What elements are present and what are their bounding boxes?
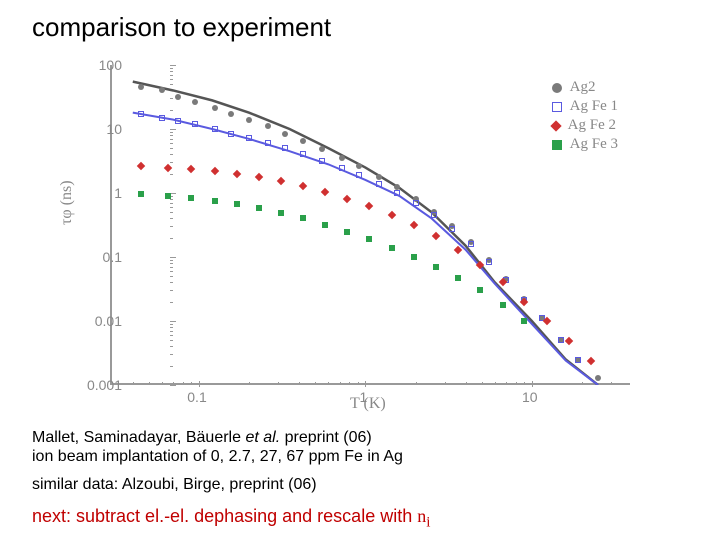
data-point bbox=[138, 191, 144, 197]
data-point bbox=[389, 245, 395, 251]
legend: Ag2 Ag Fe 1 Ag Fe 2 Ag Fe 3 bbox=[552, 79, 618, 155]
data-point bbox=[298, 181, 306, 189]
data-point bbox=[431, 212, 437, 218]
data-point bbox=[228, 131, 234, 137]
legend-item: Ag2 bbox=[552, 79, 618, 96]
data-point bbox=[477, 287, 483, 293]
data-point bbox=[234, 201, 240, 207]
caption-line-1: Mallet, Saminadayar, Bäuerle et al. prep… bbox=[32, 428, 372, 448]
data-point bbox=[188, 195, 194, 201]
data-point bbox=[486, 259, 492, 265]
data-point bbox=[321, 187, 329, 195]
data-point bbox=[319, 146, 325, 152]
data-point bbox=[376, 174, 382, 180]
data-point bbox=[233, 169, 241, 177]
data-point bbox=[543, 317, 551, 325]
data-point bbox=[356, 172, 362, 178]
ytick-label: 100 bbox=[74, 57, 122, 73]
chart-container: τφ (ns) Ag2Ag Fe 1Ag Fe 2Ag Fe 3 T (K) 0… bbox=[50, 55, 650, 415]
data-point bbox=[521, 318, 527, 324]
ytick-label: 1 bbox=[74, 185, 122, 201]
xtick-label: 0.1 bbox=[187, 389, 206, 405]
data-point bbox=[432, 232, 440, 240]
data-point bbox=[558, 337, 564, 343]
slide-title: comparison to experiment bbox=[32, 12, 331, 43]
data-point bbox=[192, 99, 198, 105]
caption-line-2: ion beam implantation of 0, 2.7, 27, 67 … bbox=[32, 447, 403, 467]
data-point bbox=[138, 84, 144, 90]
legend-item: Ag Fe 3 bbox=[552, 136, 618, 153]
data-point bbox=[175, 118, 181, 124]
ytick-label: 0.1 bbox=[74, 249, 122, 265]
data-point bbox=[476, 261, 484, 269]
data-point bbox=[413, 200, 419, 206]
data-point bbox=[449, 226, 455, 232]
data-point bbox=[300, 215, 306, 221]
data-point bbox=[282, 145, 288, 151]
ytick-label: 10 bbox=[74, 121, 122, 137]
data-point bbox=[433, 264, 439, 270]
data-point bbox=[246, 117, 252, 123]
data-point bbox=[322, 222, 328, 228]
data-point bbox=[300, 138, 306, 144]
data-point bbox=[246, 135, 252, 141]
data-point bbox=[455, 275, 461, 281]
data-point bbox=[192, 121, 198, 127]
data-point bbox=[212, 105, 218, 111]
data-point bbox=[175, 94, 181, 100]
data-point bbox=[187, 164, 195, 172]
ytick-label: 0.001 bbox=[74, 377, 122, 393]
data-point bbox=[409, 220, 417, 228]
data-point bbox=[265, 123, 271, 129]
data-point bbox=[366, 236, 372, 242]
caption-line-4: next: subtract el.-el. dephasing and res… bbox=[32, 505, 430, 532]
data-point bbox=[137, 162, 145, 170]
data-point bbox=[500, 302, 506, 308]
data-point bbox=[339, 155, 345, 161]
caption-line-3: similar data: Alzoubi, Birge, preprint (… bbox=[32, 475, 317, 495]
data-point bbox=[595, 375, 601, 381]
xtick-label: 10 bbox=[522, 389, 538, 405]
xtick-label: 1 bbox=[360, 389, 368, 405]
data-point bbox=[212, 126, 218, 132]
data-point bbox=[394, 184, 400, 190]
data-point bbox=[394, 190, 400, 196]
data-point bbox=[159, 115, 165, 121]
data-point bbox=[365, 202, 373, 210]
data-point bbox=[228, 111, 234, 117]
data-point bbox=[319, 158, 325, 164]
data-point bbox=[255, 172, 263, 180]
data-point bbox=[339, 165, 345, 171]
data-point bbox=[587, 356, 595, 364]
data-point bbox=[282, 131, 288, 137]
data-point bbox=[164, 163, 172, 171]
x-axis-label: T (K) bbox=[350, 395, 386, 413]
data-point bbox=[211, 167, 219, 175]
data-point bbox=[356, 163, 362, 169]
data-point bbox=[138, 111, 144, 117]
data-point bbox=[212, 198, 218, 204]
data-point bbox=[388, 211, 396, 219]
data-point bbox=[454, 245, 462, 253]
data-point bbox=[159, 87, 165, 93]
legend-item: Ag Fe 2 bbox=[552, 117, 618, 134]
legend-item: Ag Fe 1 bbox=[552, 98, 618, 115]
data-point bbox=[343, 194, 351, 202]
data-point bbox=[575, 357, 581, 363]
ytick-label: 0.01 bbox=[74, 313, 122, 329]
data-point bbox=[300, 151, 306, 157]
data-point bbox=[165, 193, 171, 199]
data-point bbox=[411, 254, 417, 260]
data-point bbox=[278, 210, 284, 216]
plot-area: Ag2 Ag Fe 1 Ag Fe 2 Ag Fe 3 bbox=[110, 65, 630, 385]
data-point bbox=[565, 337, 573, 345]
data-point bbox=[468, 241, 474, 247]
data-point bbox=[376, 181, 382, 187]
data-point bbox=[265, 140, 271, 146]
data-point bbox=[344, 229, 350, 235]
data-point bbox=[277, 177, 285, 185]
data-point bbox=[256, 205, 262, 211]
